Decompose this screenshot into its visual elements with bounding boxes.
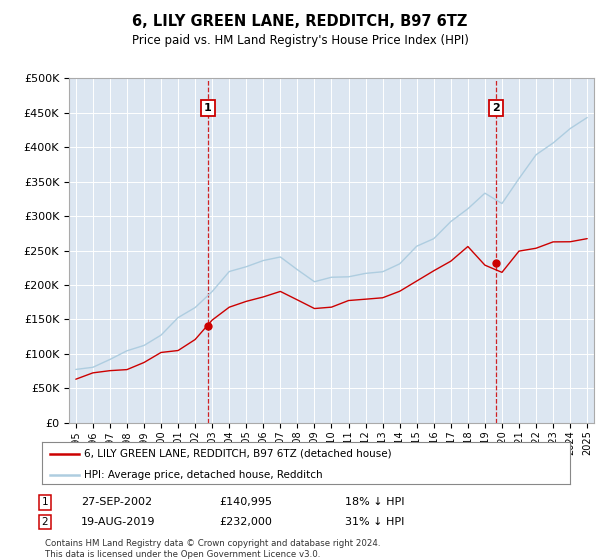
Text: This data is licensed under the Open Government Licence v3.0.: This data is licensed under the Open Gov… [45, 550, 320, 559]
Text: 6, LILY GREEN LANE, REDDITCH, B97 6TZ (detached house): 6, LILY GREEN LANE, REDDITCH, B97 6TZ (d… [84, 449, 392, 459]
Text: 19-AUG-2019: 19-AUG-2019 [81, 517, 155, 527]
Text: 27-SEP-2002: 27-SEP-2002 [81, 497, 152, 507]
Text: £232,000: £232,000 [219, 517, 272, 527]
Text: £140,995: £140,995 [219, 497, 272, 507]
Text: HPI: Average price, detached house, Redditch: HPI: Average price, detached house, Redd… [84, 470, 323, 480]
Text: 2: 2 [41, 517, 49, 527]
Text: 2: 2 [491, 103, 499, 113]
Text: 1: 1 [41, 497, 49, 507]
Text: 6, LILY GREEN LANE, REDDITCH, B97 6TZ: 6, LILY GREEN LANE, REDDITCH, B97 6TZ [133, 14, 467, 29]
Text: 1: 1 [204, 103, 212, 113]
Text: Contains HM Land Registry data © Crown copyright and database right 2024.: Contains HM Land Registry data © Crown c… [45, 539, 380, 548]
Text: Price paid vs. HM Land Registry's House Price Index (HPI): Price paid vs. HM Land Registry's House … [131, 34, 469, 46]
Text: 18% ↓ HPI: 18% ↓ HPI [345, 497, 404, 507]
Text: 31% ↓ HPI: 31% ↓ HPI [345, 517, 404, 527]
